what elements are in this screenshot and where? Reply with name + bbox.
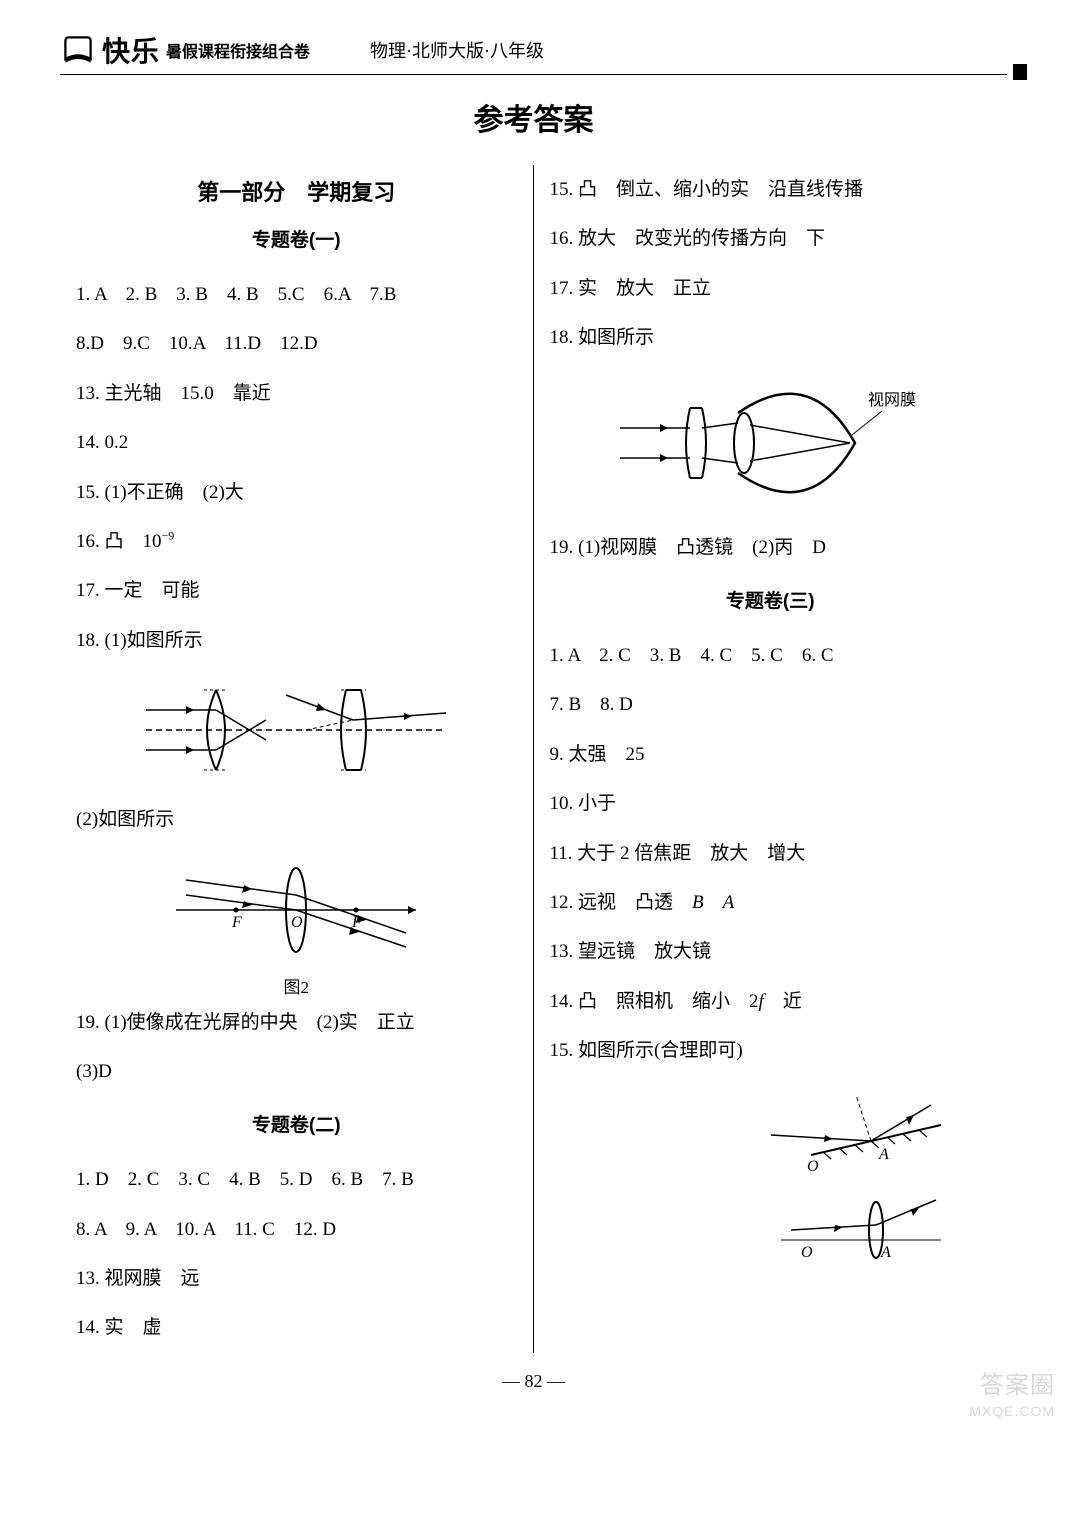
content-columns: 第一部分 学期复习 专题卷(一) 1. A 2. B 3. B 4. B 5.C… bbox=[60, 165, 1007, 1353]
figure-mirror-wrap: O A bbox=[550, 1085, 992, 1175]
figure-2-wrap: F O F 图2 bbox=[76, 855, 517, 998]
answer-text: 12. 远视 凸透 B A bbox=[550, 878, 992, 927]
section-title-1: 第一部分 学期复习 bbox=[76, 175, 517, 207]
figure-mirror: O A bbox=[761, 1085, 961, 1175]
answer-text: 7. B 8. D bbox=[550, 680, 992, 729]
header-subject: 物理·北师大版·八年级 bbox=[370, 37, 544, 63]
answer-text: 12. 远视 凸透 bbox=[550, 892, 693, 913]
label-retina: 视网膜 bbox=[868, 391, 916, 409]
answer-text: 11. 大于 2 倍焦距 放大 增大 bbox=[550, 829, 992, 878]
figure-lens-2: F O F bbox=[166, 855, 426, 965]
answer-text: 8.D 9.C 10.A 11.D 12.D bbox=[76, 319, 517, 368]
watermark: 答案圈 MXQE.COM bbox=[969, 1370, 1055, 1419]
answer-text: 10. 小于 bbox=[550, 779, 992, 828]
answer-text: 18. 如图所示 bbox=[550, 313, 992, 362]
figure-eye-wrap: 视网膜 bbox=[550, 373, 992, 513]
answer-text: 19. (1)使像成在光屏的中央 (2)实 正立 bbox=[76, 998, 517, 1047]
subsection-title-1: 专题卷(一) bbox=[76, 225, 517, 252]
answer-text: 13. 视网膜 远 bbox=[76, 1254, 517, 1303]
label-O: O bbox=[807, 1158, 819, 1175]
answer-text: 14. 实 虚 bbox=[76, 1303, 517, 1352]
answer-text: 15. (1)不正确 (2)大 bbox=[76, 468, 517, 517]
header-logo: 快乐 暑假课程衔接组合卷 bbox=[60, 30, 310, 70]
answer-text: (2)如图所示 bbox=[76, 795, 517, 844]
answer-text: 16. 放大 改变光的传播方向 下 bbox=[550, 214, 992, 263]
answer-text: 近 bbox=[764, 991, 802, 1012]
answer-text: 1. A 2. B 3. B 4. B 5.C 6.A 7.B bbox=[76, 270, 517, 319]
answer-text: 1. A 2. C 3. B 4. C 5. C 6. C bbox=[550, 631, 992, 680]
label-A: A bbox=[880, 1244, 891, 1261]
answer-text: 8. A 9. A 10. A 11. C 12. D bbox=[76, 1205, 517, 1254]
answer-text: 13. 望远镜 放大镜 bbox=[550, 927, 992, 976]
figure-small-lens: O A bbox=[761, 1185, 961, 1265]
watermark-line1: 答案圈 bbox=[969, 1370, 1055, 1401]
brand-sub: 暑假课程衔接组合卷 bbox=[166, 38, 310, 62]
page-title: 参考答案 bbox=[60, 95, 1007, 139]
page-number: — 82 — bbox=[60, 1371, 1007, 1392]
answer-text: 17. 一定 可能 bbox=[76, 566, 517, 615]
left-column: 第一部分 学期复习 专题卷(一) 1. A 2. B 3. B 4. B 5.C… bbox=[60, 165, 534, 1353]
answer-text: 16. 凸 10 bbox=[76, 531, 162, 552]
watermark-line2: MXQE.COM bbox=[969, 1402, 1055, 1420]
header-accent-square bbox=[1013, 64, 1027, 80]
answer-text: 17. 实 放大 正立 bbox=[550, 264, 992, 313]
subsection-title-3: 专题卷(三) bbox=[550, 586, 992, 613]
figure-2-caption: 图2 bbox=[76, 973, 517, 998]
page-root: 快乐 暑假课程衔接组合卷 物理·北师大版·八年级 参考答案 第一部分 学期复习 … bbox=[0, 0, 1067, 1432]
answer-text: 9. 太强 25 bbox=[550, 730, 992, 779]
answer-text: 15. 如图所示(合理即可) bbox=[550, 1026, 992, 1075]
label-O: O bbox=[291, 914, 303, 931]
answer-text: 14. 凸 照相机 缩小 2f 近 bbox=[550, 977, 992, 1026]
label-A: A bbox=[878, 1146, 889, 1163]
figure-small-lens-wrap: O A bbox=[550, 1185, 992, 1265]
label-O: O bbox=[801, 1244, 813, 1261]
answer-text: 14. 0.2 bbox=[76, 418, 517, 467]
answer-text: 18. (1)如图所示 bbox=[76, 616, 517, 665]
brand-main: 快乐 bbox=[102, 30, 160, 70]
answer-text: 15. 凸 倒立、缩小的实 沿直线传播 bbox=[550, 165, 992, 214]
answer-text: 14. 凸 照相机 缩小 2 bbox=[550, 991, 759, 1012]
label-F1: F bbox=[231, 914, 242, 931]
var-A: A bbox=[723, 892, 735, 913]
answer-text: 16. 凸 10−9 bbox=[76, 517, 517, 566]
spacer bbox=[704, 892, 723, 913]
answer-text: (3)D bbox=[76, 1047, 517, 1096]
exponent: −9 bbox=[162, 529, 175, 543]
subsection-title-2: 专题卷(二) bbox=[76, 1110, 517, 1137]
answer-text: 1. D 2. C 3. C 4. B 5. D 6. B 7. B bbox=[76, 1155, 517, 1204]
answer-text: 19. (1)视网膜 凸透镜 (2)丙 D bbox=[550, 523, 992, 572]
figure-eye: 视网膜 bbox=[620, 373, 920, 513]
right-column: 15. 凸 倒立、缩小的实 沿直线传播 16. 放大 改变光的传播方向 下 17… bbox=[534, 165, 1008, 1353]
page-header: 快乐 暑假课程衔接组合卷 物理·北师大版·八年级 bbox=[60, 30, 1007, 75]
figure-lenses-1 bbox=[146, 675, 446, 785]
book-icon bbox=[60, 32, 96, 68]
answer-text: 13. 主光轴 15.0 靠近 bbox=[76, 369, 517, 418]
var-B: B bbox=[692, 892, 704, 913]
